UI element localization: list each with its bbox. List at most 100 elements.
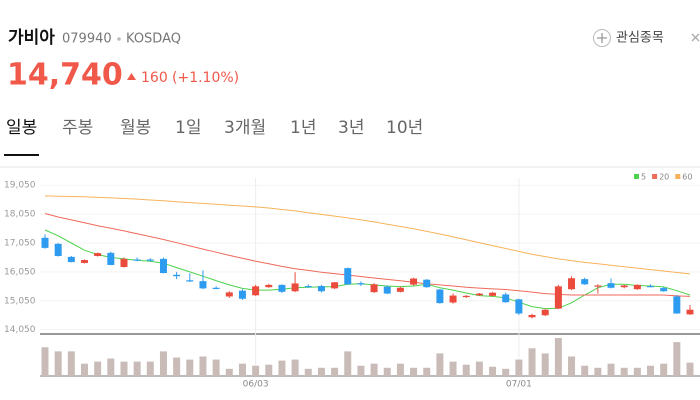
volume-bar <box>383 367 391 376</box>
volume-bar <box>186 359 194 376</box>
volume-bar <box>673 342 681 376</box>
tab[interactable]: 일봉 <box>6 118 37 138</box>
candle-body <box>594 285 602 287</box>
volume-bar <box>502 368 510 376</box>
close-icon[interactable] <box>691 33 700 42</box>
volume-bar <box>607 363 615 376</box>
volume-bar <box>107 358 115 376</box>
volume-bar <box>252 365 260 376</box>
candle-body <box>660 288 668 292</box>
market: KOSDAQ <box>126 32 181 47</box>
tabs: 일봉 주봉 월봉 1일 3개월 1년 3년 10년 <box>4 118 423 156</box>
tab[interactable]: 3개월 <box>224 118 266 138</box>
stock-code: 079940 <box>62 32 112 47</box>
y-tick-label: 15,050 <box>4 296 36 306</box>
candle-body <box>607 283 615 288</box>
volume-bar <box>94 361 102 376</box>
volume-bar <box>199 356 207 376</box>
watch-button[interactable]: 관심종목 <box>593 29 664 47</box>
volume-bar <box>80 363 88 376</box>
candle-body <box>41 237 49 248</box>
candle-body <box>94 253 102 256</box>
candle-body <box>462 295 470 298</box>
volume-bar <box>436 353 444 376</box>
candle-body <box>212 287 220 289</box>
volume-bar <box>54 351 62 376</box>
candle-body <box>54 243 62 256</box>
legend-label: 20 <box>659 173 669 182</box>
candle-body <box>489 292 497 296</box>
volume-bar <box>554 338 562 376</box>
volume-bar <box>462 364 470 376</box>
volume-bar <box>146 361 154 376</box>
volume-bar <box>489 366 497 376</box>
volume-bar <box>449 361 457 376</box>
candle-body <box>173 274 181 277</box>
y-tick-label: 17,050 <box>4 239 36 249</box>
candle-body <box>357 283 365 285</box>
candle-body <box>436 289 444 304</box>
candle-body <box>344 268 352 285</box>
volume-bar <box>238 363 246 376</box>
volume-bar <box>568 356 576 376</box>
legend-label: 5 <box>641 173 646 182</box>
volume-bar <box>660 363 668 376</box>
stock-name: 가비아 <box>8 28 55 48</box>
plot: 19,050 18,050 17,050 16,050 15,050 14,050 06/0… <box>4 173 700 390</box>
candle-body <box>633 284 641 290</box>
candle-body <box>475 293 483 296</box>
tab[interactable]: 주봉 <box>62 118 93 138</box>
volume-bar <box>475 361 483 376</box>
candle-body <box>502 294 510 303</box>
candle-body <box>410 278 418 285</box>
candle-body <box>80 260 88 263</box>
tab[interactable]: 1년 <box>290 118 316 138</box>
candle-body <box>67 256 75 263</box>
candle-body <box>252 286 260 296</box>
volume-bar <box>67 351 75 376</box>
tab[interactable]: 월봉 <box>120 118 151 138</box>
volume-bar <box>41 347 49 376</box>
candle-body <box>107 252 115 265</box>
watch-label[interactable]: 관심종목 <box>616 31 664 46</box>
volume-bar <box>120 361 128 376</box>
candle-body <box>146 259 154 261</box>
candle-body <box>159 258 167 274</box>
volume-bar <box>212 359 220 376</box>
tab[interactable]: 3년 <box>338 118 364 138</box>
volume-bar <box>633 367 641 376</box>
tab[interactable]: 10년 <box>386 118 423 138</box>
volume-bar <box>423 367 431 376</box>
y-tick-label: 14,050 <box>4 325 36 335</box>
volume-bar <box>647 365 655 376</box>
volume-bar <box>331 367 339 376</box>
volume-bar <box>317 367 325 376</box>
legend-swatch <box>675 174 681 179</box>
volume-bar <box>173 357 181 376</box>
ma-line <box>44 229 691 310</box>
plus-icon <box>593 29 611 47</box>
candle-body <box>528 314 536 318</box>
candle-body <box>225 292 233 297</box>
candle-body <box>304 286 312 288</box>
tab[interactable]: 1일 <box>175 118 201 138</box>
y-tick-label: 18,050 <box>4 210 36 220</box>
volume-bar <box>357 365 365 376</box>
candle-body <box>238 290 246 299</box>
candle-body <box>199 281 207 289</box>
x-tick-label: 07/01 <box>506 380 532 390</box>
candle-body <box>317 286 325 292</box>
volume-bar <box>370 363 378 376</box>
y-tick-label: 19,050 <box>4 181 36 191</box>
candle-body <box>647 286 655 288</box>
candle-body <box>581 279 589 285</box>
volume-bar <box>133 361 141 376</box>
volume-bar <box>225 368 233 376</box>
candle-body <box>120 258 128 267</box>
plus-sign <box>597 33 607 43</box>
candle-body <box>568 278 576 290</box>
x-tick-label: 06/03 <box>243 380 269 390</box>
candle-body <box>449 295 457 303</box>
